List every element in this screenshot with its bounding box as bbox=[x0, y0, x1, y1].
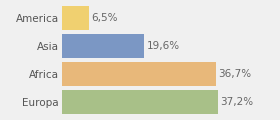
Text: 36,7%: 36,7% bbox=[218, 69, 251, 79]
Text: 6,5%: 6,5% bbox=[91, 13, 118, 23]
Bar bbox=[62, 62, 216, 86]
Text: 37,2%: 37,2% bbox=[220, 97, 253, 107]
Bar bbox=[62, 6, 89, 30]
Bar bbox=[62, 34, 144, 58]
Text: 19,6%: 19,6% bbox=[146, 41, 179, 51]
Bar bbox=[62, 90, 218, 114]
